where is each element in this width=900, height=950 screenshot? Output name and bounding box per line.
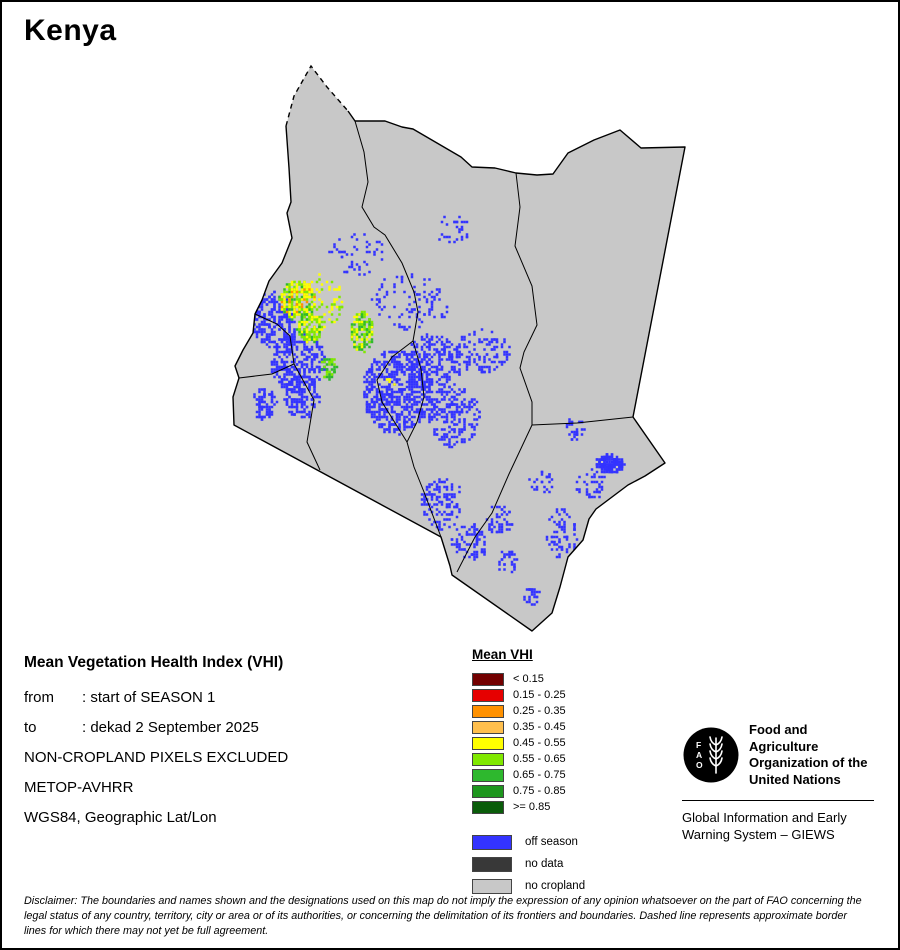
legend-extra-list: off season no data no cropland	[472, 831, 585, 897]
disclaimer-text: Disclaimer: The boundaries and names sho…	[24, 895, 862, 937]
legend-label: 0.35 - 0.45	[513, 721, 566, 733]
fao-block: F A O Food and Agriculture Organization …	[682, 722, 874, 843]
period-from-value: : start of SEASON 1	[82, 689, 216, 706]
legend-label: 0.45 - 0.55	[513, 737, 566, 749]
legend-swatch	[472, 856, 512, 872]
legend-swatch	[472, 878, 512, 894]
wheat-icon	[709, 736, 723, 775]
meta-line-projection: WGS84, Geographic Lat/Lon	[24, 809, 217, 826]
legend-class-list: < 0.15 0.15 - 0.25 0.25 - 0.35 0.35 - 0.…	[472, 671, 585, 815]
legend-swatch	[472, 768, 504, 782]
period-from-label: from	[24, 689, 54, 706]
legend-swatch	[472, 736, 504, 750]
legend-row: 0.55 - 0.65	[472, 751, 585, 767]
legend-row: < 0.15	[472, 671, 585, 687]
legend-row: 0.35 - 0.45	[472, 719, 585, 735]
fao-org-name: Food and Agriculture Organization of the…	[749, 722, 868, 787]
legend-row: no data	[472, 853, 585, 875]
legend-label: 0.65 - 0.75	[513, 769, 566, 781]
legend-swatch	[472, 834, 512, 850]
legend-row: no cropland	[472, 875, 585, 897]
vhi-heading: Mean Vegetation Health Index (VHI)	[24, 654, 284, 671]
legend-row: >= 0.85	[472, 799, 585, 815]
meta-line-sensor: METOP-AVHRR	[24, 779, 134, 796]
legend-row: 0.25 - 0.35	[472, 703, 585, 719]
map-info-block: Mean Vegetation Health Index (VHI) from …	[24, 654, 288, 839]
legend-row: off season	[472, 831, 585, 853]
page-title: Kenya	[24, 14, 117, 47]
fao-logo: F A O	[683, 727, 739, 783]
fao-letter-o: O	[696, 760, 703, 770]
legend-row: 0.15 - 0.25	[472, 687, 585, 703]
legend-label: off season	[525, 836, 578, 848]
fao-letter-f: F	[696, 740, 701, 750]
legend-row: 0.45 - 0.55	[472, 735, 585, 751]
legend-swatch	[472, 784, 504, 798]
legend-label: >= 0.85	[513, 801, 551, 813]
legend-label: 0.25 - 0.35	[513, 705, 566, 717]
period-to-label: to	[24, 719, 37, 736]
fao-logo-letters: F A O	[696, 740, 703, 770]
legend-swatch	[472, 720, 504, 734]
legend-label: < 0.15	[513, 673, 544, 685]
legend-label: 0.55 - 0.65	[513, 753, 566, 765]
legend-swatch	[472, 688, 504, 702]
period-to-row: to : dekad 2 September 2025	[24, 719, 288, 737]
legend-title: Mean VHI	[472, 647, 533, 662]
legend-swatch	[472, 800, 504, 814]
legend-swatch	[472, 704, 504, 718]
legend-label: no data	[525, 858, 564, 870]
fao-divider	[682, 799, 874, 801]
fao-row: F A O Food and Agriculture Organization …	[682, 722, 874, 789]
vhi-legend: Mean VHI < 0.15 0.15 - 0.25 0.25 - 0.35 …	[472, 647, 585, 897]
legend-row: 0.75 - 0.85	[472, 783, 585, 799]
fao-letter-a: A	[696, 750, 702, 760]
giews-text: Global Information and Early Warning Sys…	[682, 809, 847, 842]
meta-line-cropland: NON-CROPLAND PIXELS EXCLUDED	[24, 749, 289, 766]
legend-row: 0.65 - 0.75	[472, 767, 585, 783]
legend-swatch	[472, 752, 504, 766]
legend-label: 0.75 - 0.85	[513, 785, 566, 797]
period-to-value: : dekad 2 September 2025	[82, 719, 259, 736]
legend-swatch	[472, 672, 504, 686]
period-from-row: from : start of SEASON 1	[24, 689, 288, 707]
legend-label: no cropland	[525, 880, 586, 892]
legend-label: 0.15 - 0.25	[513, 689, 566, 701]
